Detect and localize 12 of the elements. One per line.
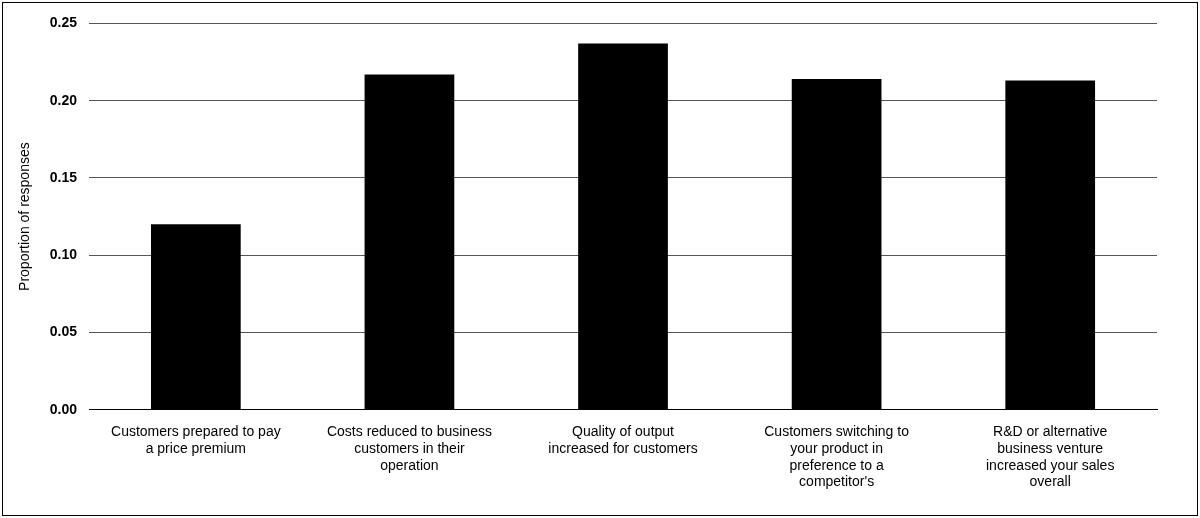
y-tick-label: 0.00 (49, 400, 78, 417)
x-tick-label: Customers prepared to pay a price premium (111, 423, 281, 456)
y-axis-title: Proportion of responses (16, 142, 33, 291)
y-tick-label: 0.10 (49, 246, 78, 263)
x-tick-label: Quality of output increased for customers (548, 423, 698, 456)
y-tick-label: 0.05 (49, 323, 78, 340)
y-tick-label: 0.20 (49, 91, 78, 108)
x-tick-label: Costs reduced to business customers in their operation (326, 423, 492, 473)
y-tick-label: 0.25 (49, 14, 78, 31)
x-tick-label: Customers switching to your product in preference to a competitor's (764, 423, 910, 490)
x-tick-label: R&D or alternative business venture increased your sales overall (986, 423, 1115, 490)
y-tick-label: 0.15 (49, 168, 78, 185)
